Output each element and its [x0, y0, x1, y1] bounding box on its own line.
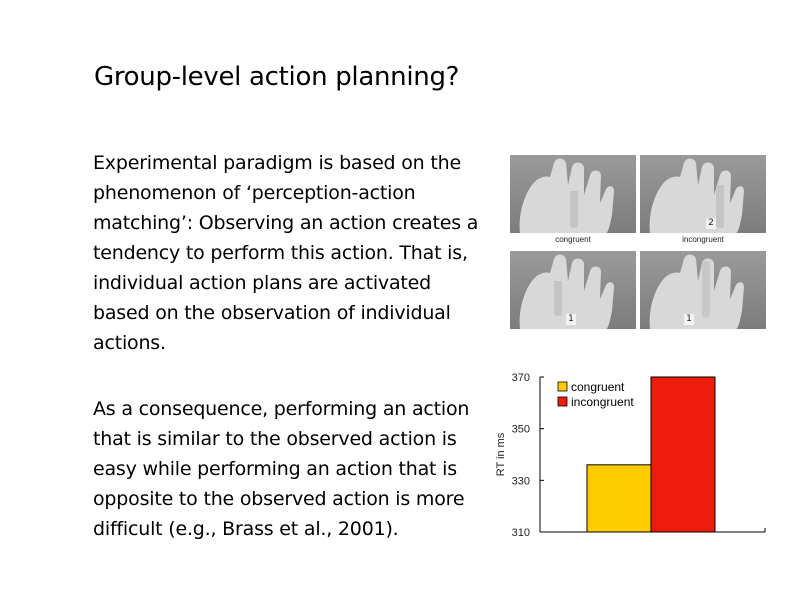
- hand-panel-congruent-bottom: 1: [510, 251, 636, 329]
- hand-image: [519, 158, 614, 233]
- hand-image: [519, 254, 614, 329]
- bar-incongruent: [650, 376, 716, 533]
- hand-image: [649, 158, 744, 233]
- panel-number: 2: [706, 218, 716, 229]
- congruent-label: congruent: [555, 235, 591, 244]
- y-tick-label: 310: [512, 527, 530, 539]
- hand-panel-incongruent-bottom: 1: [640, 251, 766, 329]
- legend-label-incongruent: incongruent: [571, 395, 634, 409]
- consequence-paragraph: As a consequence, performing an action t…: [93, 398, 470, 540]
- y-tick-label: 370: [512, 372, 530, 384]
- legend-label-congruent: congruent: [571, 380, 625, 394]
- hand-panel-incongruent-top: 2: [640, 155, 766, 233]
- incongruent-label: incongruent: [682, 235, 724, 244]
- chart-svg: 310 330 350 370 RT in ms congruentincongruen…: [495, 372, 766, 539]
- y-tick-label: 330: [512, 475, 530, 487]
- y-tick-label: 350: [512, 424, 530, 436]
- rt-bar-chart: 310 330 350 370 RT in ms congruent incongruen…: [490, 362, 775, 552]
- hand-image: [649, 254, 744, 329]
- paradigm-paragraph: Experimental paradigm is based on the ph…: [93, 152, 479, 354]
- y-axis-label: RT in ms: [495, 432, 507, 476]
- bar-congruent: [586, 464, 652, 533]
- hands-figure: 2 congruent incongruent 1 1: [510, 155, 768, 330]
- legend-swatch-incongruent: [557, 396, 568, 407]
- slide-title: Group-level action planning?: [94, 62, 460, 92]
- hand-panel-congruent-top: [510, 155, 636, 233]
- legend-swatch-congruent: [557, 381, 568, 392]
- panel-number: 1: [684, 314, 694, 325]
- panel-number: 1: [566, 314, 576, 325]
